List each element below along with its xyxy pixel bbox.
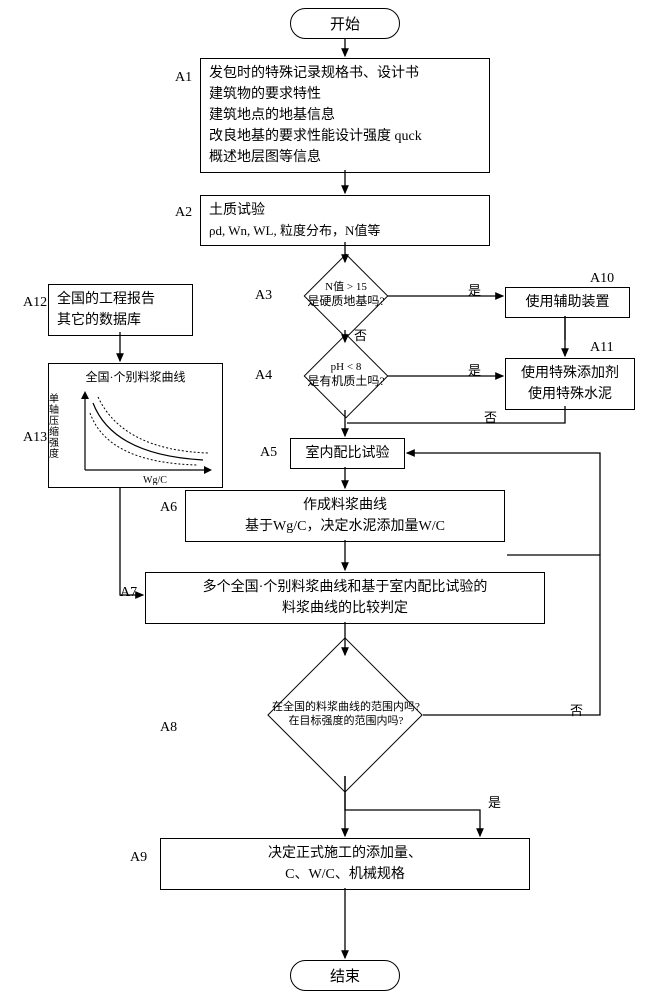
a4-yes: 是 — [468, 360, 481, 379]
label-a2: A2 — [175, 205, 192, 221]
a13-chart: Wg/C — [53, 385, 223, 485]
a3-line2: 是硬质地基吗? — [266, 294, 426, 310]
a13-ylabel: 单轴压缩强度 — [49, 394, 61, 460]
a12-line2: 其它的数据库 — [57, 310, 184, 331]
a8-text: 在全国的料浆曲线的范围内吗? 在目标强度的范围内吗? — [246, 700, 446, 729]
end-label: 结束 — [330, 969, 360, 985]
a3-no: 否 — [354, 325, 367, 344]
a11-line2: 使用特殊水泥 — [514, 384, 626, 405]
start-terminal: 开始 — [290, 8, 400, 39]
box-a1: 发包时的特殊记录规格书、设计书 建筑物的要求特性 建筑地点的地基信息 改良地基的… — [200, 58, 490, 173]
box-a11: 使用特殊添加剂 使用特殊水泥 — [505, 358, 635, 410]
a4-line1: pH < 8 — [266, 360, 426, 374]
box-a6: 作成料浆曲线 基于Wg/C，决定水泥添加量W/C — [185, 490, 505, 542]
a6-line2: 基于Wg/C，决定水泥添加量W/C — [194, 516, 496, 537]
a6-line1: 作成料浆曲线 — [194, 495, 496, 516]
label-a12: A12 — [23, 295, 47, 311]
a4-line2: 是有机质土吗? — [266, 374, 426, 390]
label-a9: A9 — [130, 850, 147, 866]
a4-text: pH < 8 是有机质土吗? — [266, 360, 426, 390]
a10-text: 使用辅助装置 — [526, 295, 610, 310]
a11-line1: 使用特殊添加剂 — [514, 363, 626, 384]
label-a10: A10 — [590, 271, 614, 287]
label-a7: A7 — [120, 585, 137, 601]
a1-line5: 概述地层图等信息 — [209, 147, 481, 168]
a12-line1: 全国的工程报告 — [57, 289, 184, 310]
a1-line4: 改良地基的要求性能设计强度 quck — [209, 126, 481, 147]
box-a10: 使用辅助装置 — [505, 287, 630, 318]
label-a13: A13 — [23, 430, 47, 446]
a7-line1: 多个全国·个别料浆曲线和基于室内配比试验的 — [154, 577, 536, 598]
a13-title: 全国·个别料浆曲线 — [53, 368, 218, 385]
a5-text: 室内配比试验 — [306, 446, 390, 461]
a1-line3: 建筑地点的地基信息 — [209, 105, 481, 126]
label-a1: A1 — [175, 70, 192, 86]
a9-line1: 决定正式施工的添加量、 — [169, 843, 521, 864]
a8-no: 否 — [570, 700, 583, 719]
a3-yes: 是 — [468, 280, 481, 299]
box-a2: 土质试验 ρd, Wn, WL, 粒度分布，N值等 — [200, 195, 490, 246]
label-a8: A8 — [160, 720, 177, 736]
a2-title: 土质试验 — [209, 200, 481, 221]
label-a6: A6 — [160, 500, 177, 516]
a1-line2: 建筑物的要求特性 — [209, 84, 481, 105]
a4-no: 否 — [484, 407, 497, 426]
a8-line1: 在全国的料浆曲线的范围内吗? — [246, 700, 446, 714]
label-a11: A11 — [590, 340, 614, 356]
box-a5: 室内配比试验 — [290, 438, 405, 469]
a7-line2: 料浆曲线的比较判定 — [154, 598, 536, 619]
a8-line2: 在目标强度的范围内吗? — [246, 714, 446, 728]
a9-line2: C、W/C、机械规格 — [169, 864, 521, 885]
box-a7: 多个全国·个别料浆曲线和基于室内配比试验的 料浆曲线的比较判定 — [145, 572, 545, 624]
box-a12: 全国的工程报告 其它的数据库 — [48, 284, 193, 336]
a8-yes: 是 — [488, 792, 501, 811]
end-terminal: 结束 — [290, 960, 400, 991]
start-label: 开始 — [330, 17, 360, 33]
a2-sub: ρd, Wn, WL, 粒度分布，N值等 — [209, 221, 481, 241]
a3-text: N值 > 15 是硬质地基吗? — [266, 280, 426, 310]
box-a13: 全国·个别料浆曲线 Wg/C 单轴压缩强度 — [48, 363, 223, 488]
a3-line1: N值 > 15 — [266, 280, 426, 294]
svg-text:Wg/C: Wg/C — [143, 475, 167, 485]
box-a9: 决定正式施工的添加量、 C、W/C、机械规格 — [160, 838, 530, 890]
a1-line1: 发包时的特殊记录规格书、设计书 — [209, 63, 481, 84]
label-a5: A5 — [260, 445, 277, 461]
